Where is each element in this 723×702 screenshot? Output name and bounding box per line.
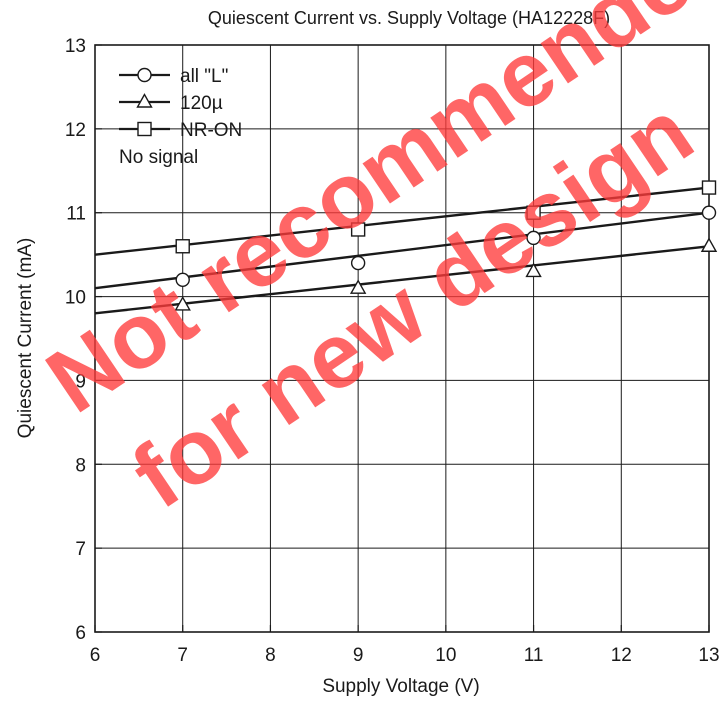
data-point-square (526, 205, 541, 220)
data-point-square (137, 121, 152, 137)
data-point-square (350, 222, 366, 237)
chart-title: Quiescent Current vs. Supply Voltage (HA… (208, 8, 610, 28)
x-tick-label: 8 (265, 645, 276, 666)
data-point-triangle (349, 279, 367, 294)
series-group (94, 180, 718, 315)
x-tick-label: 12 (611, 645, 632, 666)
y-tick-label: 10 (65, 288, 86, 309)
data-point-circle (137, 67, 152, 83)
data-point-circle (526, 230, 541, 246)
x-tick-label: 7 (177, 645, 188, 666)
x-tick-label: 9 (353, 645, 364, 666)
data-point-square (175, 239, 190, 254)
legend-item: NR-ON (119, 120, 242, 141)
watermark: Not recommended for new design (29, 0, 723, 528)
series-circle (94, 205, 717, 290)
legend-note: No signal (119, 147, 198, 168)
y-tick-label: 9 (75, 371, 86, 392)
y-axis-label: Quiescent Current (mA) (15, 238, 36, 439)
data-point-circle (701, 205, 717, 220)
data-point-circle (350, 255, 366, 271)
data-point-triangle (525, 262, 542, 278)
data-point-triangle (136, 93, 153, 108)
y-tick-label: 13 (65, 36, 86, 57)
x-tick-label: 10 (435, 645, 456, 666)
legend: all "L" 120µ NR-ON No signal (119, 66, 242, 168)
tick-labels: 6 7 8 9 10 11 12 13 6 7 8 9 10 11 12 13 (65, 36, 720, 666)
series-line (94, 186, 710, 256)
y-tick-label: 7 (75, 539, 86, 560)
legend-label: NR-ON (180, 120, 242, 141)
y-tick-label: 11 (66, 204, 86, 225)
series-line (94, 211, 710, 290)
data-point-triangle (700, 237, 718, 252)
series-square (94, 180, 717, 256)
y-tick-label: 12 (65, 120, 86, 141)
series-triangle (94, 237, 718, 315)
plot-frame (94, 44, 710, 633)
grid (94, 44, 710, 633)
series-line (94, 245, 710, 315)
y-tick-label: 8 (75, 455, 86, 476)
x-tick-label: 13 (698, 645, 719, 666)
x-tick-label: 6 (90, 645, 101, 666)
data-point-triangle (174, 296, 191, 311)
x-tick-label: 11 (524, 645, 544, 666)
legend-label: 120µ (180, 93, 223, 114)
data-point-square (701, 180, 717, 195)
legend-item: all "L" (119, 66, 228, 87)
x-axis-label: Supply Voltage (V) (322, 676, 479, 697)
legend-item: 120µ (119, 93, 223, 114)
legend-label: all "L" (180, 66, 228, 87)
data-point-circle (175, 272, 190, 287)
y-tick-label: 6 (75, 623, 86, 644)
